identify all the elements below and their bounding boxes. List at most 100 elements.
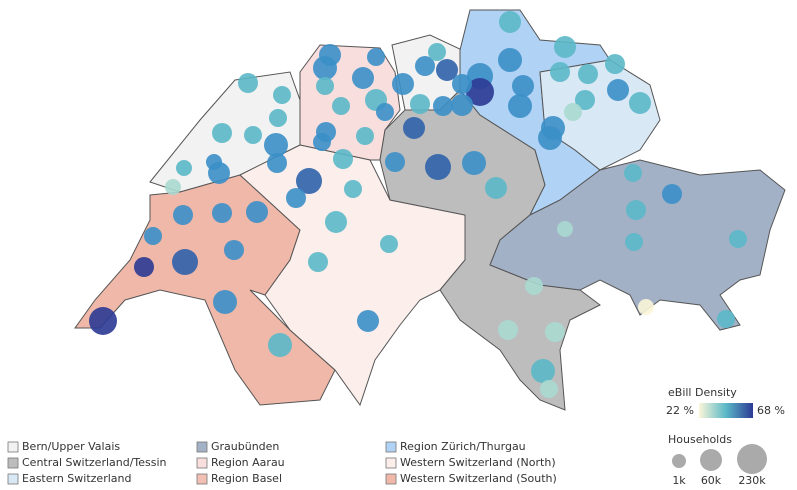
household-bubble [367,48,385,66]
household-bubble [550,62,570,82]
household-bubble [165,179,181,195]
household-bubble [415,56,435,76]
household-bubble [538,126,562,150]
household-bubble [264,133,288,157]
household-bubble [352,67,374,89]
household-bubble [717,310,735,328]
household-bubble [425,154,451,180]
size-label: 1k [672,474,686,487]
household-bubble [403,117,425,139]
color-scale-title: eBill Density [668,386,737,399]
household-bubble [451,94,473,116]
legend-swatch [196,473,208,485]
household-bubble [246,201,268,223]
household-bubble [296,168,322,194]
legend-label: Bern/Upper Valais [22,440,120,453]
household-bubble [173,205,193,225]
color-min-label: 22 % [666,404,694,417]
household-bubble [308,252,328,272]
region-area [239,144,466,407]
household-bubble [244,126,262,144]
household-bubble [554,36,576,58]
household-bubble [269,109,287,127]
household-bubble [376,103,394,121]
household-bubble [144,227,162,245]
household-bubble [626,200,646,220]
household-bubble [625,233,643,251]
household-bubble [238,73,258,93]
household-bubble [332,97,350,115]
household-bubble [428,43,446,61]
household-bubble [392,73,414,95]
size-swatch [672,454,686,468]
household-bubble [508,94,532,118]
legend-swatch [7,473,19,485]
legend-label: Region Basel [211,472,282,485]
legend-swatch [7,457,19,469]
household-bubble [498,48,522,72]
household-bubble [525,277,543,295]
color-ramp [699,403,753,418]
legend-swatch [196,441,208,453]
household-bubble [313,56,337,80]
household-bubble [172,249,198,275]
household-bubble [564,103,582,121]
household-bubble [607,79,629,101]
household-bubble [333,149,353,169]
household-bubble [385,152,405,172]
household-bubble [662,184,682,204]
household-bubble [313,133,331,151]
household-bubble [357,310,379,332]
household-bubble [176,160,192,176]
legend-label: Region Aarau [211,456,285,469]
household-bubble [325,211,347,233]
household-bubble [512,75,534,97]
household-bubble [729,230,747,248]
household-bubble [433,96,453,116]
legend-swatch [385,457,397,469]
household-bubble [344,180,362,198]
household-bubble [575,90,595,110]
size-swatch [700,449,722,471]
household-bubble [213,290,237,314]
household-bubble [436,59,458,81]
household-bubble [134,257,154,277]
legend-label: Region Zürich/Thurgau [400,440,526,453]
legend-label: Eastern Switzerland [22,472,131,485]
household-bubble [268,333,292,357]
size-scale-title: Households [668,433,732,446]
legend-swatch [7,441,19,453]
household-bubble [499,11,521,33]
household-bubble [273,86,291,104]
legend-label: Western Switzerland (South) [400,472,557,485]
legend-label: Central Switzerland/Tessin [22,456,167,469]
household-bubble [629,92,651,114]
household-bubble [638,299,654,315]
household-bubble [208,162,230,184]
household-bubble [224,240,244,260]
household-bubble [89,307,117,335]
legend-swatch [385,473,397,485]
household-bubble [410,94,430,114]
household-bubble [212,203,232,223]
household-bubble [485,177,507,199]
household-bubble [316,77,334,95]
bubbles [89,11,747,398]
household-bubble [540,380,558,398]
household-bubble [578,64,598,84]
household-bubble [531,359,555,383]
household-bubble [605,54,625,74]
color-max-label: 68 % [757,404,785,417]
size-swatch [737,444,767,474]
household-bubble [466,78,494,106]
household-bubble [545,322,565,342]
household-bubble [356,127,374,145]
household-bubble [557,221,573,237]
household-bubble [267,153,287,173]
legend-label: Graubünden [211,440,279,453]
legend-swatch [196,457,208,469]
household-bubble [462,151,486,175]
household-bubble [286,188,306,208]
household-bubble [212,123,232,143]
